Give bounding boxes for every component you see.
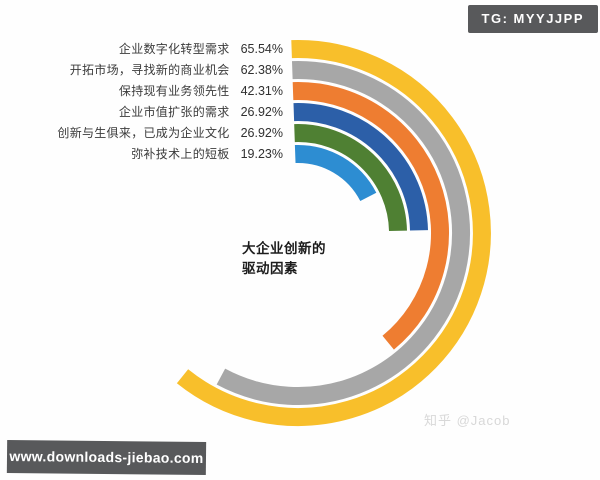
legend-row: 保持现有业务领先性 42.31% [119, 83, 283, 99]
legend-value: 26.92% [240, 126, 283, 140]
ring-arc-0 [176, 40, 491, 426]
legend-label: 弥补技术上的短板 [131, 147, 230, 161]
legend-row: 企业数字化转型需求 65.54% [119, 41, 283, 57]
legend-label: 企业数字化转型需求 [118, 42, 230, 56]
legend-value: 62.38% [240, 63, 283, 77]
legend-row: 企业市值扩张的需求 26.92% [119, 104, 283, 120]
legend-row: 创新与生俱来，已成为企业文化 26.92% [57, 125, 283, 141]
legend-row: 弥补技术上的短板 19.23% [131, 146, 283, 162]
legend-label: 创新与生俱来，已成为企业文化 [57, 126, 230, 140]
legend-value: 65.54% [240, 42, 283, 56]
chart-title-line2: 驱动因素 [242, 261, 298, 276]
site-url-bar: www.downloads-jiebao.com [6, 439, 207, 476]
legend-value: 26.92% [240, 105, 283, 119]
legend-value: 19.23% [240, 147, 283, 161]
tg-badge: TG: MYYJJPP [467, 5, 598, 33]
legend-label: 开拓市场，寻找新的商业机会 [69, 63, 230, 77]
ring-arc-1 [216, 61, 471, 405]
watermark: 知乎 @Jacob [424, 413, 511, 428]
legend-label: 保持现有业务领先性 [118, 84, 230, 98]
ring-arc-3 [293, 103, 428, 231]
chart-title-line1: 大企业创新的 [242, 241, 326, 256]
ring-arc-5 [294, 144, 377, 202]
ring-arc-2 [292, 82, 450, 350]
chart-title: 大企业创新的 驱动因素 [242, 239, 326, 279]
legend-label: 企业市值扩张的需求 [118, 105, 230, 119]
ring-arc-4 [294, 124, 407, 232]
legend-row: 开拓市场，寻找新的商业机会 62.38% [70, 62, 283, 78]
legend-value: 42.31% [240, 84, 283, 98]
